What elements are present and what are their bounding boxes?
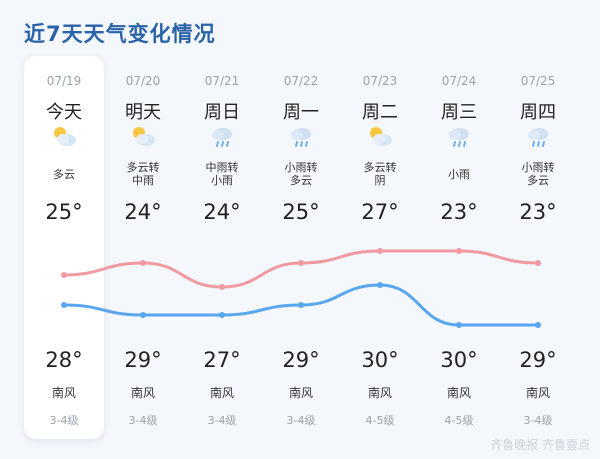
temp-bottom: 29° — [282, 348, 320, 372]
weather-desc-line: 阴 — [374, 174, 386, 187]
wind-level: 3-4级 — [128, 414, 158, 427]
wind-direction: 南风 — [367, 386, 392, 400]
wind-direction: 南风 — [525, 386, 550, 400]
day-label: 周日 — [204, 102, 240, 123]
temp-point — [298, 260, 304, 266]
temp-point — [140, 312, 146, 318]
weather-desc: 小雨 — [419, 168, 499, 181]
day-label: 周四 — [520, 102, 556, 123]
day-column[interactable]: 07/20 明天多云转 中雨 24° 29° 南风 3-4级 — [103, 56, 183, 439]
temp-top: 25° — [282, 200, 320, 224]
weather-desc: 小雨转 多云 — [261, 161, 341, 187]
day-column[interactable]: 07/23 周二多云转阴 27° 30° 南风 4-5级 — [340, 56, 420, 439]
wind-level: 4-5级 — [365, 414, 395, 427]
wind-level: 3-4级 — [207, 414, 237, 427]
temp-top: 24° — [124, 200, 162, 224]
temp-top: 25° — [45, 200, 83, 224]
day-column[interactable]: 07/21 周日中雨转 小雨 24° 27° 南风 3-4级 — [182, 56, 262, 439]
today-card — [24, 56, 104, 439]
temp-point — [140, 260, 146, 266]
temp-point — [535, 322, 541, 328]
temp-bottom: 29° — [519, 348, 557, 372]
day-date: 07/19 — [46, 74, 82, 88]
rain-cloud-icon — [445, 124, 473, 148]
temp-point — [298, 302, 304, 308]
day-label: 周三 — [441, 102, 477, 123]
weather-desc-line: 多云 — [53, 168, 75, 181]
wind-direction: 南风 — [51, 386, 76, 400]
wind-direction: 南风 — [209, 386, 234, 400]
day-date: 07/24 — [441, 74, 477, 88]
day-column[interactable]: 07/22 周一小雨转 多云 25° 29° 南风 3-4级 — [261, 56, 341, 439]
day-label: 今天 — [46, 102, 82, 123]
wind-level: 3-4级 — [523, 414, 553, 427]
weather-desc-line: 多云 — [290, 174, 312, 187]
day-date: 07/25 — [520, 74, 556, 88]
wind-level: 4-5级 — [444, 414, 474, 427]
wind-direction: 南风 — [446, 386, 471, 400]
rain-cloud-icon — [208, 124, 236, 148]
watermark: 齐鲁晚报 齐鲁壹点 — [490, 438, 590, 452]
weather-desc-line: 小雨 — [448, 168, 470, 181]
day-label: 周一 — [283, 102, 319, 123]
temp-point — [219, 284, 225, 290]
weather-desc: 小雨转 多云 — [498, 161, 578, 187]
temp-top: 24° — [203, 200, 241, 224]
wind-level: 3-4级 — [286, 414, 316, 427]
temp-point — [61, 302, 67, 308]
temp-point — [377, 248, 383, 254]
day-label: 明天 — [125, 102, 161, 123]
weather-desc-line: 多云转 — [126, 161, 160, 174]
wind-level: 3-4级 — [49, 414, 79, 427]
temp-top: 27° — [361, 200, 399, 224]
temp-bottom: 29° — [124, 348, 162, 372]
partly-cloudy-icon — [366, 124, 394, 148]
temp-point — [61, 272, 67, 278]
wind-direction: 南风 — [130, 386, 155, 400]
temp-bottom: 30° — [440, 348, 478, 372]
day-date: 07/23 — [362, 74, 398, 88]
weather-desc: 多云转阴 — [340, 161, 420, 187]
day-column[interactable]: 07/24 周三小雨 23° 30° 南风 4-5级 — [419, 56, 499, 439]
wind-direction: 南风 — [288, 386, 313, 400]
weather-desc-line: 小雨转 — [521, 161, 555, 174]
temp-top: 23° — [440, 200, 478, 224]
temp-top: 23° — [519, 200, 557, 224]
weather-desc: 中雨转 小雨 — [182, 161, 262, 187]
day-date: 07/20 — [125, 74, 161, 88]
weather-desc-line: 多云转 — [363, 161, 397, 174]
temp-point — [377, 282, 383, 288]
day-date: 07/22 — [283, 74, 319, 88]
weather-desc-line: 中雨转 — [205, 161, 239, 174]
temp-bottom: 28° — [45, 348, 83, 372]
day-date: 07/21 — [204, 74, 240, 88]
rain-cloud-icon — [524, 124, 552, 148]
temp-bottom: 27° — [203, 348, 241, 372]
temp-point — [456, 322, 462, 328]
temp-point — [456, 248, 462, 254]
page-title: 近7天天气变化情况 — [24, 22, 216, 46]
partly-cloudy-icon — [129, 124, 157, 148]
weather-desc-line: 中雨 — [132, 174, 154, 187]
weather-desc-line: 小雨转 — [284, 161, 318, 174]
day-label: 周二 — [362, 102, 398, 123]
weather-desc: 多云 — [24, 168, 104, 181]
weather-desc-line: 小雨 — [211, 174, 233, 187]
partly-cloudy-icon — [50, 124, 78, 148]
weather-desc: 多云转 中雨 — [103, 161, 183, 187]
weather-desc-line: 多云 — [527, 174, 549, 187]
rain-cloud-icon — [287, 124, 315, 148]
day-column[interactable]: 07/25 周四小雨转 多云 23° 29° 南风 3-4级 — [498, 56, 578, 439]
temp-bottom: 30° — [361, 348, 399, 372]
day-column[interactable]: 07/19 今天多云 25° 28° 南风 3-4级 — [24, 56, 104, 439]
temp-point — [219, 312, 225, 318]
temp-point — [535, 260, 541, 266]
